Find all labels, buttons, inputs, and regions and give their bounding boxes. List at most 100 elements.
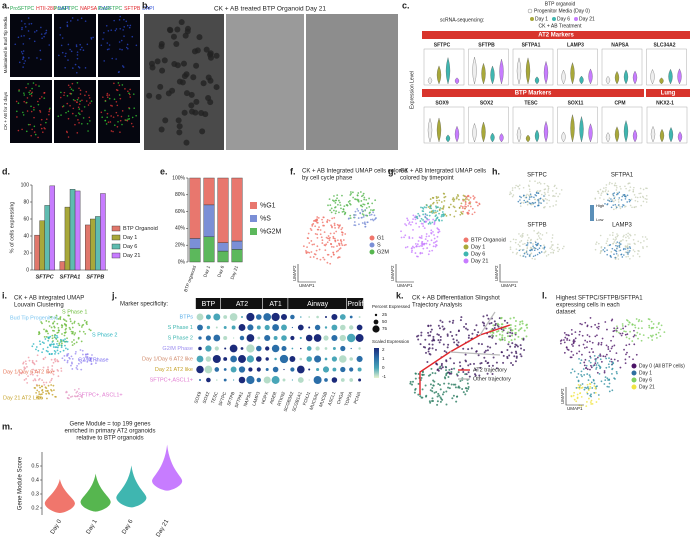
cell-point: [536, 182, 539, 184]
cell-point: [68, 326, 71, 329]
legend-label: Day 6: [123, 244, 137, 250]
cell-point: [540, 238, 542, 240]
cell-point: [655, 333, 658, 336]
violin-shape: [570, 62, 575, 85]
cell-point: [579, 384, 582, 387]
cell-point: [521, 337, 524, 340]
cell-point: [428, 211, 431, 214]
cell-point: [606, 253, 609, 256]
cell-point: [522, 186, 525, 189]
cell-point: [80, 361, 83, 364]
cell-point: [529, 254, 531, 256]
cell-point: [543, 188, 546, 191]
cell-point: [608, 379, 611, 381]
cell-point: [53, 349, 56, 352]
cell-point: [536, 253, 539, 256]
legend-label: 75: [382, 326, 388, 331]
cell-point: [89, 359, 92, 362]
x-tick-label: SFTPB: [86, 274, 104, 280]
cell-point: [534, 241, 537, 244]
cell-point: [57, 115, 60, 118]
cell-point: [71, 326, 74, 329]
cell-point: [522, 202, 525, 204]
cell-point: [605, 344, 608, 347]
cell-point: [65, 390, 68, 393]
cell-point: [547, 189, 550, 191]
cell-point: [65, 111, 67, 114]
cell-point: [328, 239, 331, 242]
cluster-label: G2/M Phase: [78, 357, 109, 363]
cell-point: [35, 346, 38, 348]
cell-point: [52, 384, 55, 387]
cell-point: [537, 204, 539, 207]
cell-point: [418, 226, 421, 228]
cell-point: [460, 205, 462, 207]
expression-dot: [340, 345, 346, 352]
expression-dot: [205, 314, 211, 320]
label: Progenitor Media (Day 0): [534, 8, 590, 14]
cell-point: [166, 26, 173, 33]
cell-point: [32, 361, 34, 364]
cell-point: [608, 366, 611, 368]
cell-point: [318, 226, 320, 229]
cell-point: [514, 186, 516, 189]
cell-point: [602, 355, 605, 358]
cell-point: [455, 333, 458, 336]
cell-point: [464, 393, 467, 396]
cell-point: [66, 361, 69, 364]
cell-point: [597, 192, 600, 194]
cell-point: [435, 362, 438, 365]
expression-dot: [339, 334, 346, 342]
legend-swatch: [369, 242, 375, 248]
gene-label: SFTPB: [226, 391, 236, 406]
gene-label: TESC: [524, 100, 538, 106]
panel-letter: b.: [142, 0, 150, 10]
expression-dot: [347, 333, 356, 343]
cell-point: [589, 361, 592, 364]
cell-point: [548, 199, 550, 202]
cell-point: [336, 223, 339, 226]
cell-point: [14, 43, 17, 46]
expression-dot: [205, 356, 212, 362]
cell-point: [616, 186, 618, 189]
cell-point: [26, 365, 28, 368]
cell-point: [563, 332, 566, 334]
subplot-frame: [646, 48, 687, 86]
cell-point: [22, 58, 24, 61]
cell-point: [431, 386, 434, 389]
legend-swatch: [463, 244, 469, 250]
cell-point: [371, 218, 374, 221]
cell-point: [534, 247, 537, 250]
row-label: S Phase 2: [168, 335, 193, 341]
cell-point: [433, 391, 436, 394]
cell-point: [416, 217, 419, 220]
cell-point: [51, 334, 54, 337]
cell-point: [54, 316, 57, 319]
subplot-frame: [468, 106, 509, 144]
cell-point: [435, 211, 437, 214]
axis-title: UMAP2: [560, 388, 565, 404]
cell-point: [80, 326, 83, 328]
cell-point: [644, 236, 647, 238]
cell-point: [131, 35, 134, 38]
cell-point: [433, 241, 435, 244]
cell-point: [41, 37, 43, 40]
cell-point: [411, 249, 413, 252]
cell-point: [639, 333, 641, 336]
cell-point: [611, 234, 614, 237]
cell-point: [434, 245, 437, 248]
cell-point: [352, 196, 355, 199]
cell-point: [363, 196, 366, 199]
cell-point: [625, 239, 628, 242]
cell-point: [438, 383, 441, 386]
cell-point: [57, 344, 60, 347]
cell-point: [45, 320, 48, 322]
cell-point: [83, 106, 86, 108]
cell-point: [452, 394, 455, 397]
cell-point: [423, 243, 425, 246]
cell-point: [73, 388, 76, 391]
cell-point: [612, 193, 614, 195]
cell-point: [50, 388, 52, 391]
cell-point: [205, 95, 212, 102]
cell-point: [529, 193, 532, 196]
